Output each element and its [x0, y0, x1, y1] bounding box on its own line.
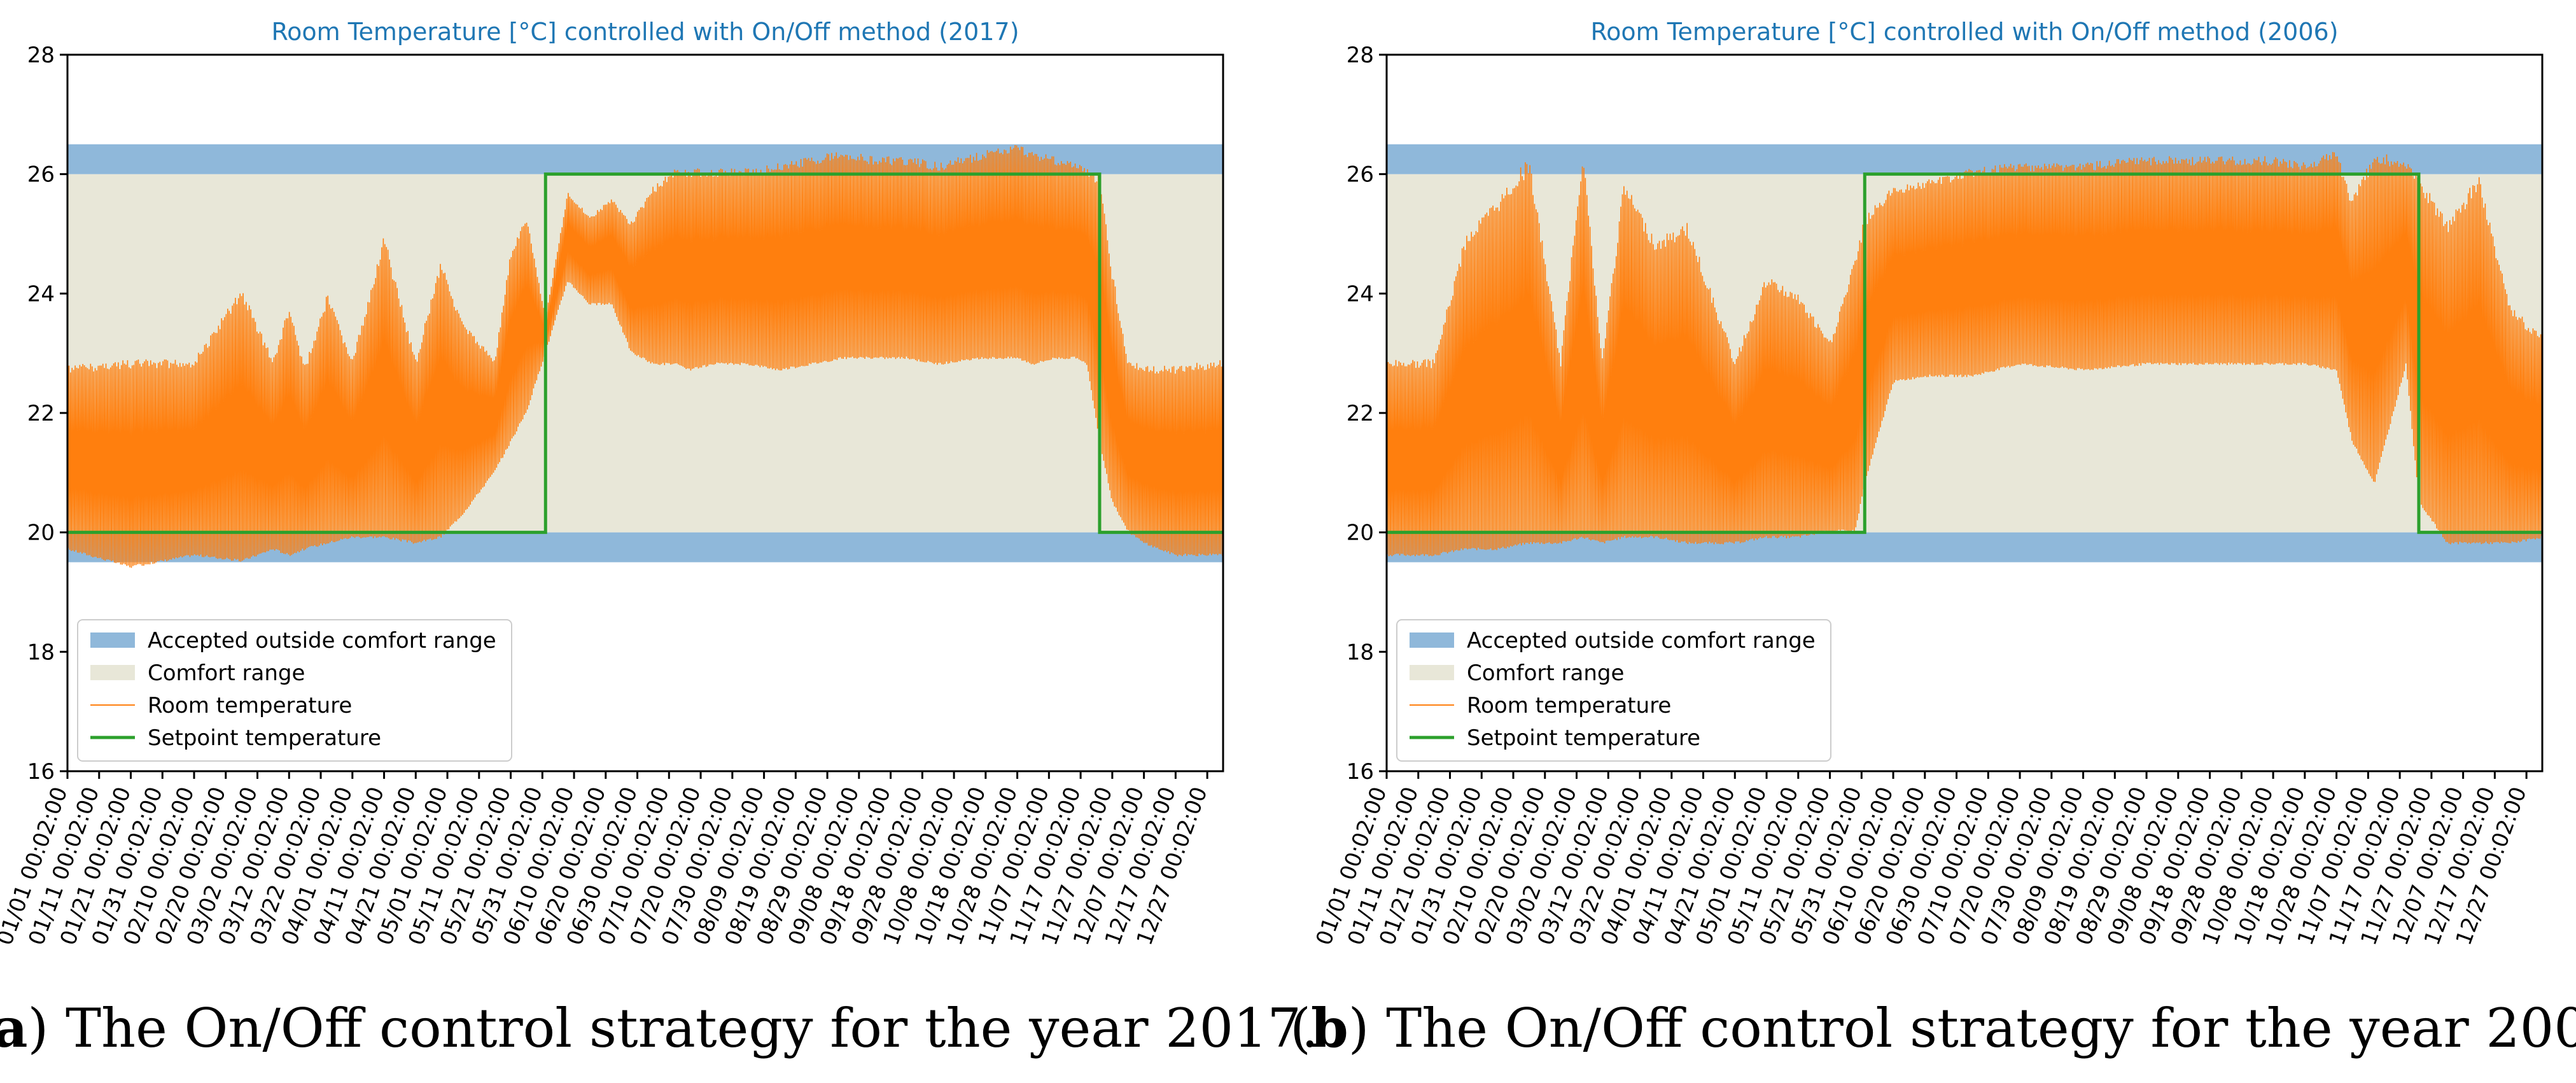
legend-label-a-0: Accepted outside comfort range	[148, 628, 496, 653]
panel-a: Room Temperature [°C] controlled with On…	[0, 18, 1319, 1059]
y-tick-label-b-3: 22	[1347, 401, 1374, 426]
y-axis-a: 16 18 20 22 24 26 28	[27, 43, 67, 785]
legend-a: Accepted outside comfort range Comfort ra…	[77, 619, 512, 762]
y-tick-label-b-1: 18	[1347, 639, 1374, 665]
setpoint-series-a	[67, 172, 1223, 535]
legend-label-b-3: Setpoint temperature	[1467, 725, 1700, 751]
chart-title-a: Room Temperature [°C] controlled with On…	[271, 18, 1019, 46]
legend-label-a-2: Room temperature	[148, 693, 352, 718]
y-tick-label-b-2: 20	[1347, 521, 1374, 546]
y-tick-label-b-4: 24	[1347, 281, 1374, 307]
y-tick-label-a-1: 18	[27, 639, 55, 665]
y-tick-label-a-0: 16	[27, 759, 55, 785]
y-tick-label-b-5: 26	[1347, 162, 1374, 188]
legend-swatch-a-0	[90, 632, 135, 648]
legend-box-b	[1396, 619, 1831, 762]
legend-label-b-1: Comfort range	[1467, 660, 1624, 686]
legend-swatch-a-1	[90, 665, 135, 680]
chart-title-b: Room Temperature [°C] controlled with On…	[1590, 18, 2338, 46]
legend-label-b-0: Accepted outside comfort range	[1467, 628, 1816, 653]
caption-text-b: ) The On/Off control strategy for the ye…	[1348, 997, 2576, 1059]
y-tick-label-b-0: 16	[1347, 759, 1374, 785]
caption-b: (b) The On/Off control strategy for the …	[1290, 996, 2576, 1059]
y-tick-label-a-4: 24	[27, 281, 55, 307]
accepted-band-a-1	[67, 144, 1223, 174]
room-temperature-series-b	[1386, 151, 2543, 557]
legend-label-a-3: Setpoint temperature	[148, 725, 381, 751]
setpoint-line-a	[67, 172, 1223, 535]
room-temperature-series-a	[67, 144, 1224, 568]
panel-b: Room Temperature [°C] controlled with On…	[1290, 18, 2576, 1059]
legend-swatch-b-1	[1410, 665, 1454, 680]
y-tick-label-a-5: 26	[27, 162, 55, 188]
room-temperature-line-b	[1386, 151, 2543, 557]
accepted-band-a-0	[67, 532, 1223, 562]
caption-text-a: ) The On/Off control strategy for the ye…	[28, 997, 1319, 1059]
legend-label-a-1: Comfort range	[148, 660, 305, 686]
y-tick-label-a-3: 22	[27, 401, 55, 426]
y-tick-label-a-2: 20	[27, 521, 55, 546]
legend-box-a	[77, 619, 512, 762]
legend-label-b-2: Room temperature	[1467, 693, 1671, 718]
caption-a: (a) The On/Off control strategy for the …	[0, 996, 1319, 1059]
y-tick-label-a-6: 28	[27, 43, 55, 68]
setpoint-line-b	[1387, 172, 2542, 535]
setpoint-series-b	[1387, 172, 2542, 535]
y-tick-label-b-6: 28	[1347, 43, 1374, 68]
caption-label-a: a	[0, 996, 28, 1059]
caption-label-b: b	[1311, 996, 1348, 1059]
legend-swatch-b-0	[1410, 632, 1454, 648]
accepted-band-b-0	[1387, 532, 2542, 562]
legend-b: Accepted outside comfort range Comfort ra…	[1396, 619, 1831, 762]
room-temperature-line-a	[67, 144, 1224, 568]
accepted-band-b-1	[1387, 144, 2542, 174]
y-axis-b: 16 18 20 22 24 26 28	[1347, 43, 1387, 785]
